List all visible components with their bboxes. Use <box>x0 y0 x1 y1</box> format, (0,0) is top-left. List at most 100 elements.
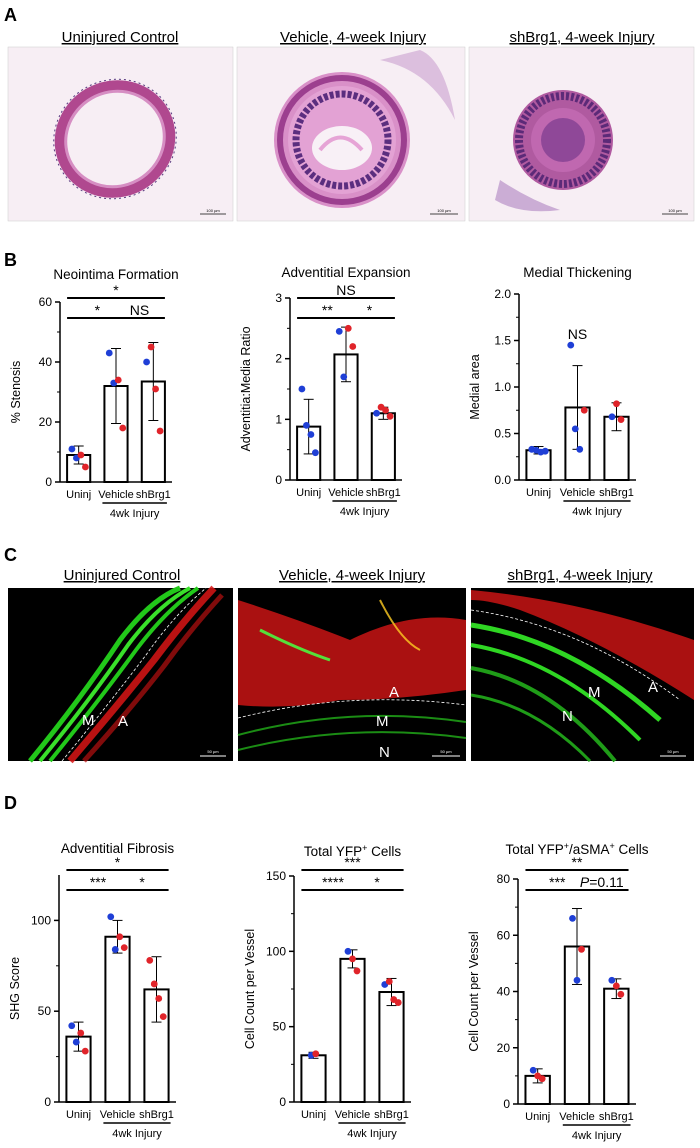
significance-label: P=0.11 <box>580 874 624 890</box>
media-label: M <box>376 713 389 730</box>
data-point-red <box>147 343 155 351</box>
data-point-blue <box>373 409 380 417</box>
y-tick-label: 50 <box>273 1020 287 1034</box>
y-tick-label: 1.5 <box>494 334 511 348</box>
data-point-blue <box>608 976 616 984</box>
media-label: M <box>82 712 95 729</box>
data-point-red <box>353 967 361 975</box>
data-point-blue <box>344 947 352 955</box>
significance-label: NS <box>130 302 149 318</box>
group-label: 4wk Injury <box>572 1130 622 1142</box>
data-point-blue <box>573 976 581 984</box>
x-category-label: Vehicle <box>328 487 363 499</box>
data-point-blue <box>68 445 76 453</box>
bar <box>378 991 405 1103</box>
x-category-label: Uninj <box>66 1109 91 1121</box>
bar <box>104 935 131 1104</box>
y-tick-label: 0 <box>275 473 282 487</box>
significance-label: * <box>367 302 373 318</box>
data-point-red <box>612 982 620 990</box>
significance-label: *** <box>549 874 566 890</box>
data-point-red <box>155 995 163 1002</box>
x-category-label: Uninj <box>525 1111 550 1123</box>
y-tick-label: 0.5 <box>494 427 511 441</box>
data-point-blue <box>143 358 150 366</box>
data-point-blue <box>608 413 616 421</box>
group-label: 4wk Injury <box>572 506 622 518</box>
data-point-blue <box>567 341 575 349</box>
y-tick-label: 3 <box>275 291 282 305</box>
scale-bar-label: 50 µm <box>207 749 219 754</box>
adventitia-label: A <box>389 684 399 701</box>
data-point-blue <box>541 447 549 455</box>
y-tick-label: 150 <box>266 869 286 883</box>
y-axis-label: Cell Count per Vessel <box>467 931 481 1051</box>
data-point-blue <box>105 349 113 357</box>
y-tick-label: 1.0 <box>494 380 511 394</box>
data-point-red <box>82 463 89 471</box>
data-point-blue <box>307 431 315 438</box>
y-tick-label: 0.0 <box>494 473 511 487</box>
group-label: 4wk Injury <box>340 506 390 518</box>
chart-title: Neointima Formation <box>53 267 178 282</box>
fluorescence-image-shbrg1: M N A 50 µm <box>470 588 694 763</box>
panel-c-title-shbrg1: shBrg1, 4-week Injury <box>507 567 653 584</box>
significance-label: * <box>139 874 145 890</box>
group-label: 4wk Injury <box>110 508 160 520</box>
chart-title: Medial Thickening <box>523 265 632 280</box>
bar <box>370 412 396 481</box>
bar <box>300 1054 327 1103</box>
chart-title: Adventitial Fibrosis <box>61 841 175 856</box>
y-tick-label: 40 <box>39 355 53 369</box>
data-point-blue <box>312 449 319 457</box>
fluorescence-image-vehicle: A M N 50 µm <box>237 588 467 761</box>
data-point-red <box>77 451 85 459</box>
chart-total-yfp-asma-cells: Total YFP+/aSMA+ Cells 0 20 40 60 80 Cell Coun… <box>467 841 649 1142</box>
data-point-red <box>77 1029 85 1037</box>
data-point-red <box>617 416 625 423</box>
panel-a-title-uninjured: Uninjured Control <box>62 29 179 46</box>
y-tick-label: 60 <box>39 295 53 309</box>
panel-a-title-vehicle: Vehicle, 4-week Injury <box>280 29 426 46</box>
y-axis-label: Adventitia:Media Ratio <box>239 326 253 451</box>
significance-label: *** <box>90 874 107 890</box>
chart-total-yfp-cells: Total YFP+ Cells 0 50 100 150 Cell Count per … <box>243 843 411 1140</box>
y-tick-label: 20 <box>497 1041 511 1055</box>
he-micrograph-uninjured: 100 µm <box>7 46 234 222</box>
data-point-blue <box>298 385 306 393</box>
panel-c-title-vehicle: Vehicle, 4-week Injury <box>279 567 425 584</box>
y-tick-label: 0 <box>279 1095 286 1109</box>
data-point-red <box>119 424 127 432</box>
x-category-label: Uninj <box>66 489 91 501</box>
group-label: 4wk Injury <box>347 1128 397 1140</box>
neointima-label: N <box>562 708 573 725</box>
y-tick-label: 0 <box>503 1097 510 1111</box>
panel-a-title-shbrg1: shBrg1, 4-week Injury <box>509 29 655 46</box>
adventitia-label: A <box>648 679 658 696</box>
y-tick-label: 100 <box>266 944 286 958</box>
data-point-red <box>385 978 393 985</box>
significance-label: ** <box>572 854 583 870</box>
x-category-label: Uninj <box>301 1109 326 1121</box>
x-category-label: shBrg1 <box>366 487 401 499</box>
x-category-label: Vehicle <box>559 1111 594 1123</box>
data-point-blue <box>569 914 576 922</box>
panel-letter-d: D <box>4 793 17 813</box>
x-category-label: shBrg1 <box>136 489 171 501</box>
x-category-label: Vehicle <box>100 1109 135 1121</box>
data-point-red <box>344 324 352 332</box>
data-point-red <box>146 956 154 964</box>
data-point-red <box>580 406 588 414</box>
data-point-blue <box>335 327 343 335</box>
data-point-red <box>394 999 402 1006</box>
scale-bar-label: 100 µm <box>437 208 451 213</box>
chart-medial-thickening: Medial Thickening 0.0 0.5 1.0 1.5 2.0 Medial a… <box>468 265 636 518</box>
y-axis-label: Cell Count per Vessel <box>243 929 257 1049</box>
y-axis-label: SHG Score <box>8 957 22 1020</box>
panel-letter-b: B <box>4 250 17 270</box>
x-category-label: shBrg1 <box>139 1109 174 1121</box>
x-category-label: Vehicle <box>98 489 133 501</box>
neointima-label: N <box>379 744 390 761</box>
chart-neointima-formation: Neointima Formation 0 20 40 60 % Stenosis Unin… <box>9 267 179 520</box>
